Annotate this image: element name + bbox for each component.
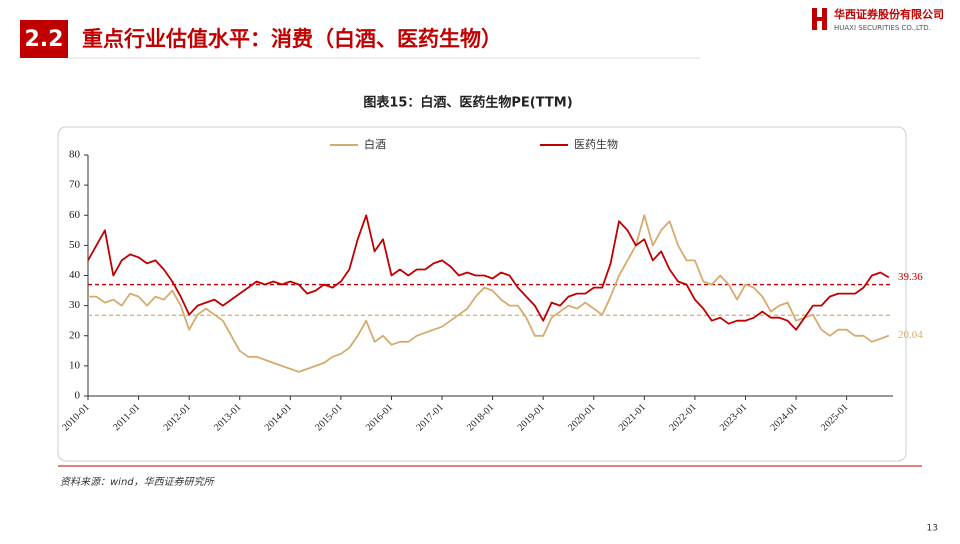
section-badge — [20, 20, 68, 58]
y-tick-label: 30 — [69, 299, 81, 311]
legend-label: 医药生物 — [574, 137, 618, 151]
page-number: 13 — [927, 524, 938, 534]
x-tick-label: 2012-01 — [162, 402, 193, 433]
x-tick-label: 2025-01 — [819, 402, 850, 433]
y-tick-label: 10 — [69, 359, 81, 371]
x-tick-label: 2023-01 — [718, 402, 749, 433]
series-line — [88, 214, 890, 373]
x-tick-label: 2013-01 — [212, 402, 243, 433]
x-tick-label: 2011-01 — [111, 402, 142, 433]
x-tick-label: 2017-01 — [414, 402, 445, 433]
end-label: 20.04 — [898, 329, 923, 341]
y-tick-label: 40 — [69, 269, 81, 281]
x-tick-label: 2020-01 — [566, 402, 597, 433]
x-tick-label: 2024-01 — [768, 402, 799, 433]
logo-mark — [812, 8, 817, 30]
legend-label: 白酒 — [364, 137, 386, 151]
chart-frame — [57, 126, 907, 462]
end-label: 39.36 — [898, 271, 923, 283]
y-tick-label: 70 — [69, 179, 81, 191]
y-tick-label: 50 — [69, 239, 81, 251]
x-tick-label: 2018-01 — [465, 402, 496, 433]
logo-mark — [815, 17, 825, 21]
x-tick-label: 2014-01 — [263, 402, 294, 433]
chart-title: 图表15：白酒、医药生物PE(TTM) — [363, 95, 572, 111]
logo-en: HUAXI SECURITIES CO.,LTD. — [834, 24, 931, 32]
slide-title: 重点行业估值水平：消费（白酒、医药生物） — [82, 27, 502, 51]
series-line — [87, 214, 890, 331]
x-tick-label: 2010-01 — [60, 402, 91, 433]
logo-cn: 华西证券股份有限公司 — [834, 7, 944, 21]
y-tick-label: 0 — [75, 390, 81, 402]
y-tick-label: 80 — [69, 149, 81, 161]
x-tick-label: 2016-01 — [364, 402, 395, 433]
x-tick-label: 2022-01 — [667, 402, 698, 433]
source-note: 资料来源：wind，华西证券研究所 — [60, 476, 216, 488]
section-number: 2.2 — [25, 27, 64, 52]
y-tick-label: 20 — [69, 329, 81, 341]
x-tick-label: 2021-01 — [617, 402, 648, 433]
x-tick-label: 2019-01 — [516, 402, 547, 433]
y-tick-label: 60 — [69, 209, 81, 221]
x-tick-label: 2015-01 — [313, 402, 344, 433]
